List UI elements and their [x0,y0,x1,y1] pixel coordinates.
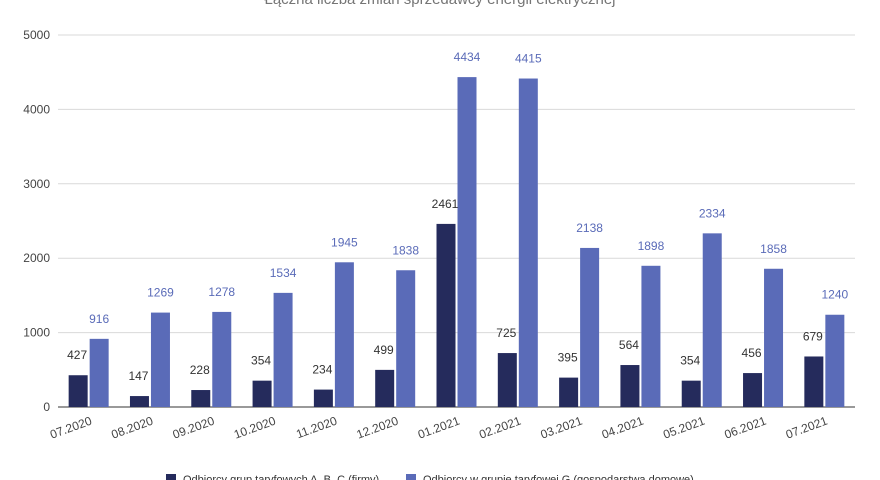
data-label: 456 [742,346,762,360]
bar-firms [743,373,763,407]
x-axis: 07.2020 08.2020 09.2020 10.2020 11.2020 12.20… [48,414,830,442]
data-label: 1838 [392,243,419,257]
bar-firms [436,223,456,407]
data-label: 354 [680,354,700,368]
data-label: 1945 [331,235,358,249]
data-label: 4434 [454,50,481,64]
x-tick-label: 07.2020 [48,414,94,442]
bar-households [150,312,170,407]
data-label: 1534 [270,266,297,280]
x-tick-label: 07.2021 [784,414,830,442]
bars [68,77,845,408]
x-tick-label: 10.2020 [232,414,278,442]
data-label: 1269 [147,286,174,300]
bar-households [702,233,722,407]
x-tick-label: 04.2021 [600,414,646,442]
bar-households [334,262,354,407]
data-label: 1858 [760,242,787,256]
legend: Odbiorcy grup taryfowych A, B, C (firmy)… [166,474,694,480]
chart-title: Łączna liczba zmian sprzedawcy energii e… [265,0,616,8]
bar-firms [681,380,701,407]
bar-households [89,338,109,407]
y-axis: 0 1000 2000 3000 4000 5000 [23,28,50,414]
data-label: 564 [619,338,639,352]
data-label: 427 [67,348,87,362]
data-labels: 427 916 147 1269 228 1278 354 1534 234 1945 499 183… [67,50,848,383]
bar-firms [313,389,333,407]
bar-firms [620,365,640,407]
data-label: 499 [374,343,394,357]
bar-households [518,78,538,408]
y-tick-label: 1000 [23,326,50,340]
legend-swatch [166,474,176,480]
x-tick-label: 08.2020 [109,414,155,442]
data-label: 916 [89,312,109,326]
x-tick-label: 12.2020 [355,414,401,442]
legend-label: Odbiorcy w grupie taryfowej G (gospodars… [423,474,694,480]
bar-households [825,314,845,407]
legend-label: Odbiorcy grup taryfowych A, B, C (firmy) [183,474,379,480]
bar-households [212,311,232,407]
x-tick-label: 02.2021 [477,414,523,442]
y-tick-label: 2000 [23,251,50,265]
x-tick-label: 11.2020 [294,414,339,442]
x-tick-label: 09.2020 [171,414,217,442]
y-tick-label: 4000 [23,102,50,116]
bar-households [273,292,293,407]
bar-households [580,247,600,407]
bar-firms [191,390,211,407]
data-label: 679 [803,329,823,343]
bar-firms [375,369,395,407]
data-label: 725 [496,326,516,340]
data-label: 395 [558,351,578,365]
bar-households [764,268,784,407]
bar-households [396,270,416,407]
data-label: 354 [251,354,271,368]
data-label: 2138 [576,221,603,235]
data-label: 4415 [515,52,542,66]
bar-firms [559,377,579,407]
bar-firms [129,396,149,407]
data-label: 1278 [208,285,235,299]
data-label: 2334 [699,206,726,220]
y-tick-label: 0 [43,400,50,414]
x-tick-label: 03.2021 [539,414,585,442]
bar-households [457,77,477,407]
y-tick-label: 3000 [23,177,50,191]
grid [58,34,855,408]
y-tick-label: 5000 [23,28,50,42]
data-label: 234 [312,363,332,377]
x-tick-label: 05.2021 [661,414,707,442]
data-label: 1240 [821,288,848,302]
bar-households [641,265,661,407]
data-label: 2461 [432,197,459,211]
data-label: 147 [128,369,148,383]
x-tick-label: 06.2021 [723,414,769,442]
data-label: 228 [190,363,210,377]
bar-firms [252,380,272,407]
x-tick-label: 01.2021 [416,414,462,442]
data-label: 1898 [638,239,665,253]
bar-firms [497,353,517,407]
legend-swatch [406,474,416,480]
bar-firms [804,356,824,407]
bar-firms [68,375,88,407]
